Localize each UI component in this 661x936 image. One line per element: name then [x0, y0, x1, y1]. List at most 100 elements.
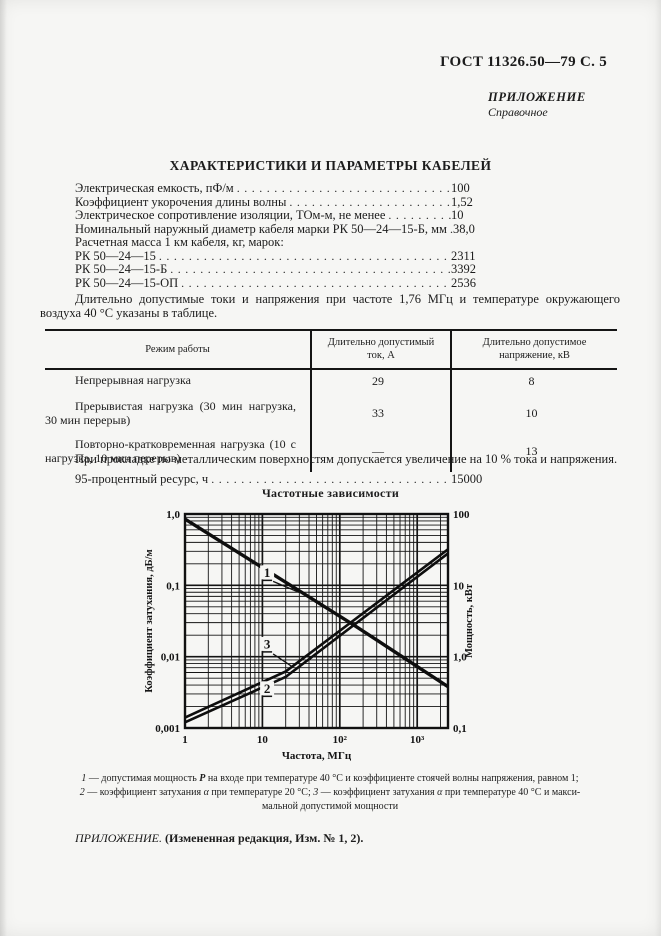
footnote-line-1: 1 — допустимая мощность Р на входе при т… — [50, 772, 610, 786]
spec-value: 10 — [451, 208, 464, 222]
chart-canvas: 1 10 10² 10³ 1,0 0,1 0,01 0,001 100 10 1,0 0,1 Коэфф… — [144, 509, 475, 762]
text-segment: α — [437, 787, 443, 798]
svg-text:Частота, МГц: Частота, МГц — [282, 750, 352, 762]
spec-row: Электрическая емкость, пФ/м.............… — [75, 181, 513, 196]
spec-label: Коэффициент укорочения длины волны — [75, 194, 287, 209]
table-cell-voltage: 13 — [450, 434, 617, 472]
curve-2 — [184, 552, 449, 724]
spec-row: Коэффициент укорочения длины волны......… — [75, 194, 513, 210]
spec-label: Номинальный наружный диаметр кабеля марк… — [75, 221, 447, 236]
text-segment: ПРИЛОЖЕНИЕ. — [75, 831, 162, 845]
spec-label: РК 50—24—15-Б — [75, 262, 168, 276]
spec-row: Номинальный наружный диаметр кабеля марк… — [75, 221, 513, 237]
text-segment: при температуре 40 °С и макси- — [442, 787, 581, 798]
dot-leader: ........................................… — [289, 195, 451, 209]
page-header-gost-number: ГОСТ 11326.50—79 С. 5 — [440, 54, 607, 70]
page-title: ХАРАКТЕРИСТИКИ И ПАРАМЕТРЫ КАБЕЛЕЙ — [169, 158, 492, 173]
revision-note: ПРИЛОЖЕНИЕ. (Измененная редакция, Изм. №… — [75, 831, 363, 846]
spec-value: 100 — [451, 181, 470, 195]
spec-row: Электрическое сопротивление изоляции, ТО… — [75, 208, 513, 223]
spec-row: РК 50—24—15-ОП..........................… — [75, 275, 513, 291]
text-segment: — коэффициент затухания — [318, 787, 438, 798]
spec-value: 1,52 — [451, 194, 473, 209]
svg-text:1,0: 1,0 — [166, 509, 180, 521]
text-segment: на входе при температуре 40 °С и коэффиц… — [205, 773, 579, 784]
dot-leader: ........................................… — [447, 223, 453, 237]
table-cell-voltage: 8 — [450, 370, 617, 396]
svg-text:10: 10 — [453, 580, 465, 592]
spec-value: 2311 — [451, 248, 476, 263]
leader-row: 95-процентный ресурс, ч ................… — [75, 472, 513, 487]
spec-value: 3392 — [451, 262, 476, 276]
annex-sublabel: Справочное — [488, 105, 548, 119]
footnote-line-2: 2 — коэффициент затухания α при температ… — [50, 786, 610, 800]
svg-text:1: 1 — [264, 565, 271, 580]
text-segment: 2 — [79, 787, 85, 798]
spec-label: Расчетная масса 1 км кабеля, кг, марок: — [75, 235, 284, 249]
paragraph-currents: Длительно допустимые токи и напряжения п… — [40, 292, 620, 320]
dot-leader: ........................................… — [170, 263, 451, 276]
spec-value: 38,0 — [452, 221, 475, 236]
svg-text:100: 100 — [453, 509, 470, 521]
curve-label-backing — [260, 681, 275, 696]
svg-text:0,1: 0,1 — [453, 723, 467, 735]
spec-label: Электрическая емкость, пФ/м — [75, 181, 234, 195]
svg-text:10: 10 — [257, 734, 269, 746]
table-cell-current: — — [310, 434, 450, 472]
table-cell-mode: Прерывистая нагрузка (30 мин нагрузка, 3… — [45, 399, 296, 427]
svg-text:Коэффициент затухания, дБ/м: Коэффициент затухания, дБ/м — [144, 549, 155, 692]
curve-3 — [184, 548, 449, 719]
resource-line: 95-процентный ресурс, ч ................… — [75, 472, 513, 487]
text-segment: Р — [199, 773, 206, 784]
chart-footnotes: 1 — допустимая мощность Р на входе при т… — [50, 772, 610, 814]
spec-label: РК 50—24—15 — [75, 248, 156, 263]
chart-title: Частотные зависимости — [261, 486, 400, 500]
svg-text:10³: 10³ — [410, 734, 425, 746]
text-segment: мальной допустимой мощности — [261, 801, 399, 812]
svg-text:3: 3 — [264, 636, 271, 651]
svg-text:0,001: 0,001 — [155, 723, 180, 735]
table-header-cell: Длительно допустимый ток, А — [310, 331, 450, 370]
spec-row: РК 50—24—15-Б...........................… — [75, 262, 513, 277]
annex-label: ПРИЛОЖЕНИЕ — [488, 90, 586, 104]
spec-row: РК 50—24—15.............................… — [75, 248, 513, 264]
svg-text:Мощность, кВт: Мощность, кВт — [464, 583, 475, 658]
text-segment: при температуре 20 °С; — [208, 787, 314, 798]
spec-list: Электрическая емкость, пФ/м.............… — [75, 181, 513, 291]
dot-leader: ........................................… — [158, 249, 451, 263]
text-segment: 1 — [81, 773, 87, 784]
text-segment: — коэффициент затухания — [84, 787, 204, 798]
frequency-chart-block: Частотные зависимости 1 10 10² 10³ 1,0 0,1 0,0… — [0, 486, 661, 773]
table-cell-voltage: 10 — [450, 396, 617, 434]
spec-label: РК 50—24—15-ОП — [75, 275, 179, 290]
svg-text:0,1: 0,1 — [166, 580, 180, 592]
dot-leader: ........................................… — [181, 276, 451, 290]
text-segment: 3 — [313, 787, 319, 798]
table-cell-current: 29 — [310, 370, 450, 396]
text-segment: α — [203, 787, 209, 798]
text-segment: — допустимая мощность — [86, 773, 200, 784]
curve-label-backing — [260, 636, 275, 651]
svg-text:0,01: 0,01 — [161, 652, 180, 664]
spec-row: Расчетная масса 1 км кабеля, кг, марок: — [75, 235, 513, 250]
svg-text:2: 2 — [264, 681, 271, 696]
svg-text:1,0: 1,0 — [453, 652, 467, 664]
spec-label: Электрическое сопротивление изоляции, ТО… — [75, 208, 386, 222]
svg-text:1: 1 — [182, 734, 188, 746]
table-cell-mode: Повторно-кратковременная нагрузка (10 с … — [45, 437, 296, 465]
annex-block: ПРИЛОЖЕНИЕ Справочное — [488, 90, 586, 120]
dot-leader: ........................................… — [211, 473, 451, 486]
resource-value: 15000 — [451, 472, 483, 486]
spec-value: 2536 — [451, 275, 476, 290]
dot-leader: ........................................… — [388, 209, 451, 222]
table-cell-current: 33 — [310, 396, 450, 434]
table-header-cell: Длительно допустимое напряжение, кВ — [450, 331, 617, 370]
svg-text:10²: 10² — [333, 734, 348, 746]
table-cell-mode: Непрерывная нагрузка — [75, 373, 191, 387]
text-segment: (Измененная редакция, Изм. № 1, 2). — [161, 831, 364, 845]
table-header-cell: Режим работы — [45, 331, 310, 370]
footnote-line-3: мальной допустимой мощности — [50, 800, 610, 814]
curve-label-backing — [260, 565, 275, 580]
